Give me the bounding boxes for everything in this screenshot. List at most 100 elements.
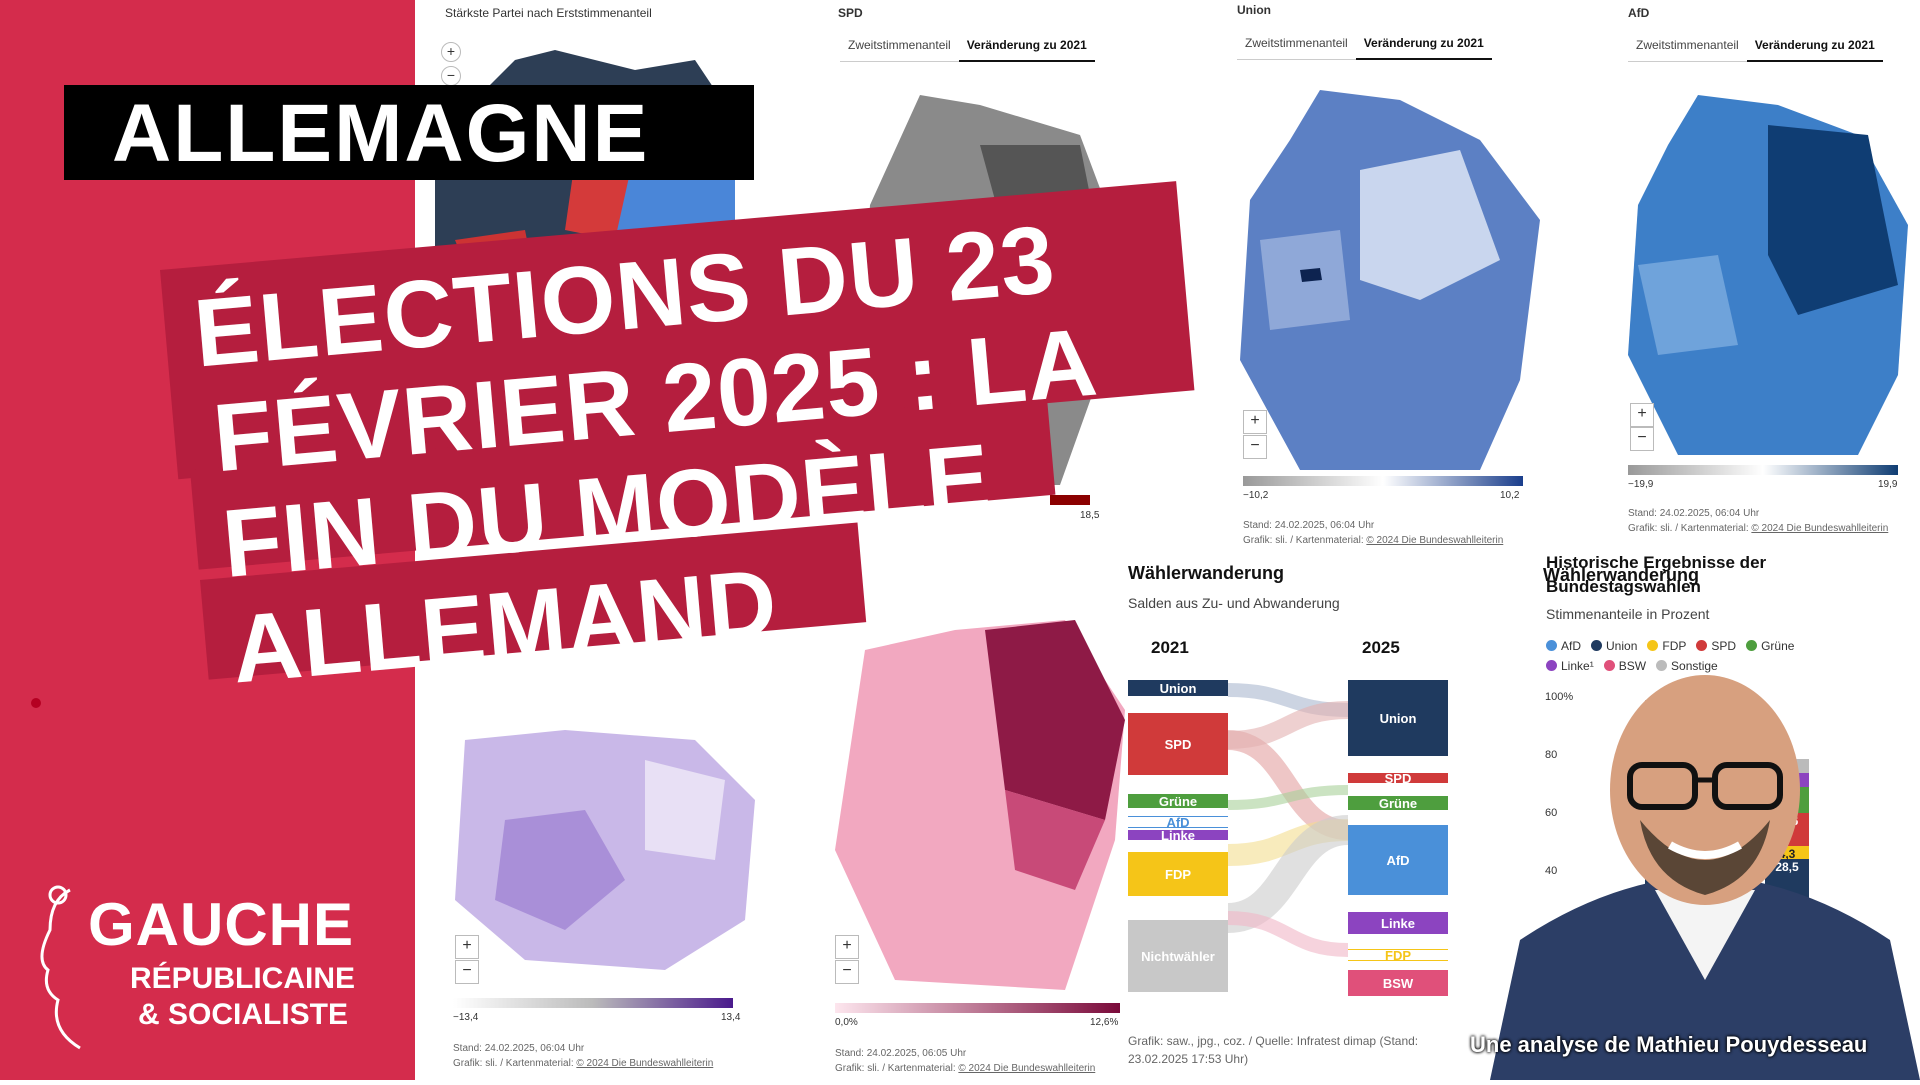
bundeswahlleiterin-link[interactable]: © 2024 Die Bundeswahlleiterin <box>1751 523 1889 534</box>
bundeswahlleiterin-link[interactable]: © 2024 Die Bundeswahlleiterin <box>576 1058 714 1069</box>
union-legend-max: 10,2 <box>1500 490 1520 501</box>
sankey-left-afd: AfD <box>1128 815 1228 830</box>
author-illustration <box>1490 675 1920 1080</box>
union-stand: Stand: 24.02.2025, 06:04 Uhr <box>1243 520 1375 531</box>
sankey-right-fdp: FDP <box>1348 948 1448 963</box>
sankey-right-bsw: BSW <box>1348 970 1448 996</box>
zoom-in-button[interactable]: + <box>441 42 461 62</box>
legend-swatch <box>1603 660 1615 671</box>
union-tabs: Zweitstimmenanteil Veränderung zu 2021 <box>1237 28 1492 60</box>
afd-legend-min: −19,9 <box>1628 479 1654 490</box>
legend-item: SPD <box>1696 639 1736 653</box>
tab-zweitstimmenanteil[interactable]: Zweitstimmenanteil <box>840 30 959 62</box>
tab-zweitstimmenanteil[interactable]: Zweitstimmenanteil <box>1628 30 1747 62</box>
afd-zoom-in[interactable]: + <box>1630 403 1654 427</box>
legend-swatch <box>1656 660 1668 671</box>
sankey-right-grune: Grüne <box>1348 796 1448 811</box>
union-panel: Union Zweitstimmenanteil Veränderung zu … <box>1215 0 1699 1080</box>
tab-veraenderung[interactable]: Veränderung zu 2021 <box>958 30 1095 62</box>
union-title: Union <box>1237 3 1271 17</box>
afd-grafik: Grafik: sli. / Kartenmaterial: © 2024 Di… <box>1628 523 1889 534</box>
afd-tabs: Zweitstimmenanteil Veränderung zu 2021 <box>1628 30 1883 62</box>
bundeswahlleiterin-link[interactable]: © 2024 Die Bundeswahlleiterin <box>1366 535 1504 546</box>
legend-item: Linke¹ <box>1546 659 1594 673</box>
legend-label: Sonstige <box>1671 659 1718 673</box>
sankey-heading: Wählerwanderung <box>1128 563 1285 583</box>
legend-item: FDP <box>1647 639 1686 653</box>
spd-legend <box>1050 495 1090 505</box>
y-tick-label: 80 <box>1545 749 1558 761</box>
tab-veraenderung[interactable]: Veränderung zu 2021 <box>1355 28 1492 60</box>
legend-swatch <box>1546 640 1557 651</box>
bsw-zoom-in[interactable]: + <box>835 935 859 959</box>
legend-label: Linke¹ <box>1561 659 1594 673</box>
sankey-right-spd: SPD <box>1348 771 1448 786</box>
linke-legend-min: −13,4 <box>453 1012 479 1023</box>
y-tick-label: 40 <box>1545 865 1558 877</box>
decorative-dot <box>31 698 41 708</box>
legend-label: BSW <box>1618 659 1647 673</box>
sankey-left-spd: SPD <box>1128 713 1228 775</box>
logo-line-2: RÉPUBLICAINE <box>130 962 356 995</box>
linke-zoom-in[interactable]: + <box>455 935 479 959</box>
tab-veraenderung[interactable]: Veränderung zu 2021 <box>1746 30 1883 62</box>
logo-line-3: & SOCIALISTE <box>138 998 349 1031</box>
country-label: ALLEMAGNE <box>112 88 650 179</box>
spd-tabs: Zweitstimmenanteil Veränderung zu 2021 <box>840 30 1095 62</box>
afd-stand: Stand: 24.02.2025, 06:04 Uhr <box>1628 508 1760 519</box>
sankey-left-fdp: FDP <box>1128 852 1228 896</box>
spd-title: SPD <box>838 6 863 20</box>
sankey-subtitle: Salden aus Zu- und Abwanderung <box>1128 595 1340 611</box>
union-zoom-in[interactable]: + <box>1243 410 1267 434</box>
legend-label: Union <box>1606 639 1638 653</box>
linke-zoom-out[interactable]: − <box>455 960 479 984</box>
sankey-left-union: Union <box>1128 680 1228 696</box>
linke-legend-max: 13,4 <box>721 1012 741 1023</box>
afd-zoom-out[interactable]: − <box>1630 427 1654 451</box>
linke-map <box>455 730 755 970</box>
legend-label: AfD <box>1561 639 1582 653</box>
sankey-year-left: 2021 <box>1151 638 1189 657</box>
country-banner: ALLEMAGNE <box>64 85 754 180</box>
author-caption: Une analyse de Mathieu Pouydesseau <box>1470 1032 1868 1057</box>
bsw-grafik: Grafik: sli. / Kartenmaterial: © 2024 Di… <box>835 1063 1096 1074</box>
legend-item: Union <box>1591 639 1637 653</box>
legend-swatch <box>1746 640 1758 651</box>
legend-swatch <box>1647 640 1659 651</box>
linke-grafik: Grafik: sli. / Kartenmaterial: © 2024 Di… <box>453 1058 714 1069</box>
bundeswahlleiterin-link[interactable]: © 2024 Die Bundeswahlleiterin <box>958 1063 1096 1074</box>
sankey-title: Wählerwanderung <box>1543 565 1700 585</box>
legend-item: Sonstige <box>1656 659 1718 673</box>
union-zoom-out[interactable]: − <box>1243 435 1267 459</box>
bsw-stand: Stand: 24.02.2025, 06:05 Uhr <box>835 1048 967 1059</box>
author-photo <box>1490 660 1920 1080</box>
tab-zweitstimmenanteil[interactable]: Zweitstimmenanteil <box>1237 28 1356 60</box>
maps-collage: Stärkste Partei nach Erststimmenanteil +… <box>415 0 1920 1080</box>
bsw-zoom-out[interactable]: − <box>835 960 859 984</box>
union-legend <box>1243 476 1523 486</box>
strongest-party-title: Stärkste Partei nach Erststimmenanteil <box>445 6 652 20</box>
afd-legend-max: 19,9 <box>1878 479 1898 490</box>
sankey-right-union: Union <box>1348 680 1448 756</box>
logo: GAUCHE RÉPUBLICAINE & SOCIALISTE <box>30 880 410 1050</box>
history-subtitle: Stimmenanteile in Prozent <box>1546 606 1710 622</box>
sankey-left-linke: Linke <box>1128 828 1228 843</box>
bsw-legend-max: 12,6% <box>1090 1017 1119 1028</box>
logo-profile-icon <box>40 885 81 1050</box>
sankey-year-right: 2025 <box>1362 638 1400 657</box>
history-legend: AfD Union FDP SPD Grüne Linke¹ BSW Sonstige <box>1546 636 1806 676</box>
sankey-left-nichtwaehler: Nichtwähler <box>1128 920 1228 992</box>
bsw-legend-min: 0,0% <box>835 1017 858 1028</box>
legend-label: Grüne <box>1761 639 1795 653</box>
y-tick-label: 100% <box>1545 691 1574 703</box>
spd-legend-max: 18,5 <box>1080 510 1100 521</box>
union-grafik: Grafik: sli. / Kartenmaterial: © 2024 Di… <box>1243 535 1504 546</box>
sankey-right-linke: Linke <box>1348 912 1448 934</box>
union-legend-min: −10,2 <box>1243 490 1269 501</box>
legend-item: BSW <box>1603 659 1647 673</box>
sankey-flows <box>1226 683 1350 957</box>
legend-label: SPD <box>1711 639 1737 653</box>
union-map <box>1240 90 1540 470</box>
sankey-panel: Wählerwanderung Salden aus Zu- und Abwan… <box>1115 560 1515 1080</box>
bsw-map <box>835 620 1125 990</box>
